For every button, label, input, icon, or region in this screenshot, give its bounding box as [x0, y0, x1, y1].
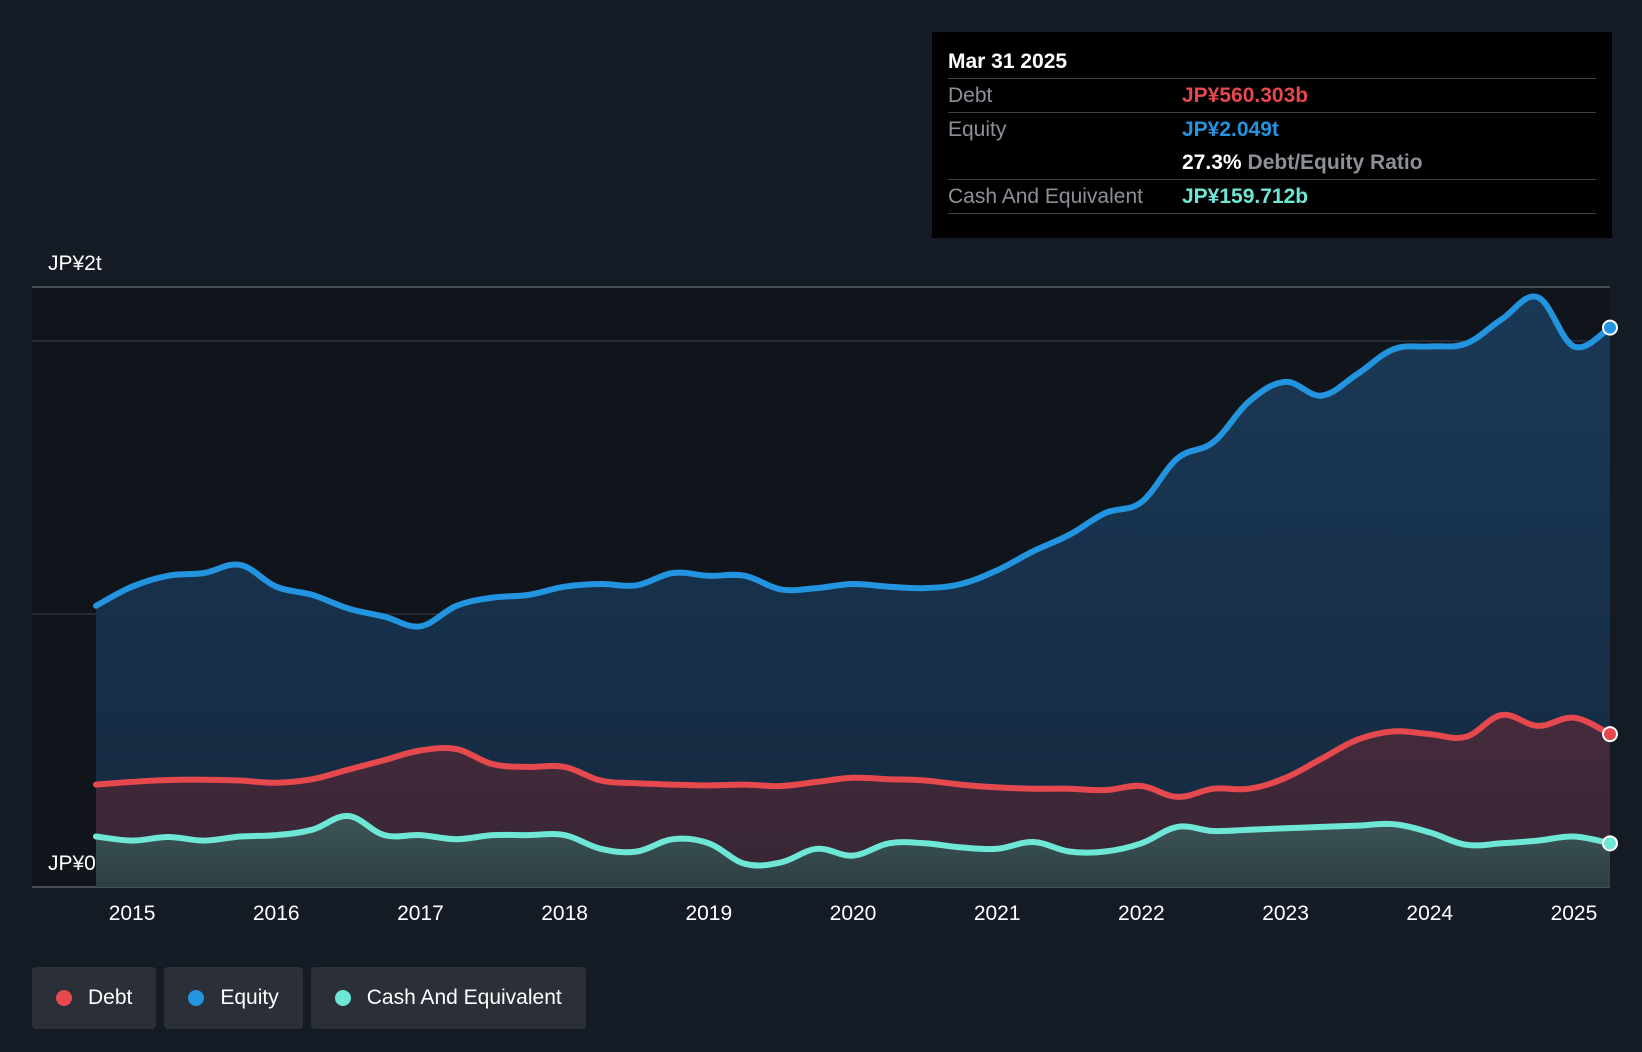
tooltip-ratio-spacer: [948, 146, 1182, 179]
debt-dot-icon: [56, 990, 72, 1006]
legend-item-equity[interactable]: Equity: [164, 967, 303, 1029]
legend-item-debt[interactable]: Debt: [32, 967, 157, 1029]
tooltip-debt-value: JP¥560.303b: [1182, 84, 1309, 107]
legend-debt-label: Debt: [88, 986, 133, 1009]
x-tick-label: 2019: [685, 902, 732, 925]
x-tick-label: 2018: [541, 902, 588, 925]
y-axis-bottom-label: JP¥0: [48, 852, 96, 875]
legend: Debt Equity Cash And Equivalent: [32, 967, 586, 1029]
tooltip-cash-row: Cash And Equivalent JP¥159.712b: [948, 179, 1596, 214]
tooltip-debt-row: Debt JP¥560.303b: [948, 78, 1596, 112]
tooltip-date: Mar 31 2025: [948, 50, 1068, 73]
tooltip-debt-label: Debt: [948, 84, 993, 107]
equity-endpoint-marker: [1602, 319, 1618, 336]
tooltip-equity-label: Equity: [948, 118, 1007, 141]
tooltip-ratio-value: 27.3%: [1182, 151, 1242, 174]
x-tick-label: 2024: [1406, 902, 1453, 925]
equity-line: [93, 293, 1613, 630]
x-tick-label: 2016: [253, 902, 300, 925]
cash-line: [93, 812, 1613, 869]
x-tick-label: 2022: [1118, 902, 1165, 925]
tooltip-ratio-row: 27.3% Debt/Equity Ratio: [948, 146, 1596, 179]
legend-equity-label: Equity: [220, 986, 279, 1009]
tooltip-panel: Mar 31 2025 Debt JP¥560.303b Equity JP¥2…: [932, 32, 1612, 238]
debt-line: [93, 711, 1613, 800]
equity-dot-icon: [188, 990, 205, 1006]
legend-item-cash[interactable]: Cash And Equivalent: [310, 967, 586, 1029]
equity-area: [96, 296, 1610, 887]
x-tick-label: 2025: [1551, 902, 1598, 925]
tooltip-cash-value: JP¥159.712b: [1182, 185, 1309, 208]
x-tick-label: 2020: [830, 902, 877, 925]
tooltip-equity-row: Equity JP¥2.049t: [948, 112, 1596, 146]
x-tick-label: 2017: [397, 902, 444, 925]
y-axis-top-label: JP¥2t: [48, 252, 102, 275]
tooltip-ratio-label: Debt/Equity Ratio: [1247, 151, 1423, 174]
cash-endpoint-marker: [1602, 835, 1618, 852]
x-tick-label: 2015: [109, 902, 156, 925]
tooltip-cash-label: Cash And Equivalent: [948, 185, 1143, 208]
tooltip-equity-value: JP¥2.049t: [1182, 118, 1279, 141]
legend-cash-label: Cash And Equivalent: [366, 986, 562, 1009]
cash-dot-icon: [334, 990, 351, 1006]
x-tick-label: 2021: [974, 902, 1021, 925]
x-tick-label: 2023: [1262, 902, 1309, 925]
debt-endpoint-marker: [1602, 726, 1618, 743]
